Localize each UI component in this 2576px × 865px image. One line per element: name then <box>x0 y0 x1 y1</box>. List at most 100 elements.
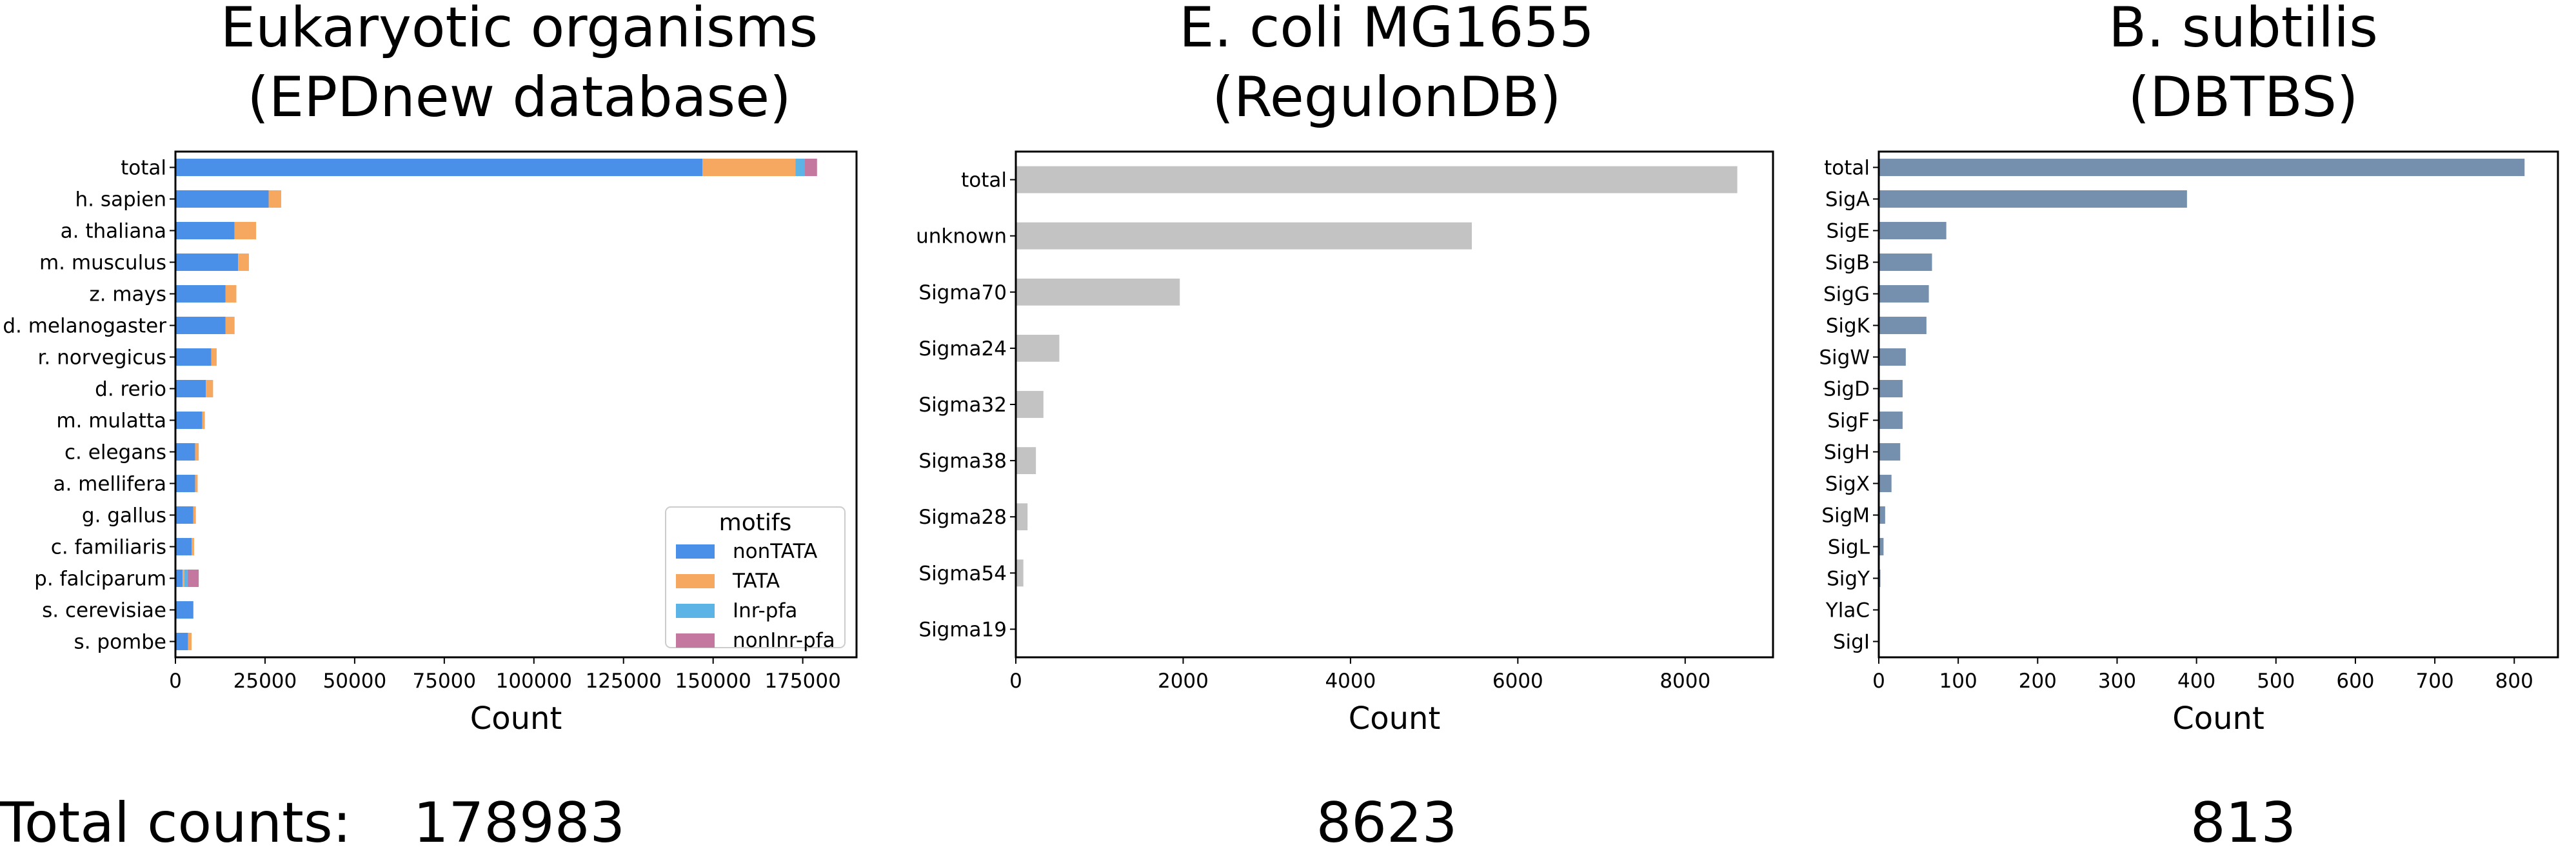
bar-segment <box>206 380 213 397</box>
chart-title-line: B. subtilis <box>2108 0 2378 60</box>
x-tick-label: 75000 <box>413 670 477 693</box>
bar-segment <box>804 159 817 176</box>
bar-segment <box>225 285 237 303</box>
bar-segment <box>175 538 192 555</box>
bar-segment <box>175 412 203 429</box>
bar-segment <box>175 633 188 650</box>
legend-swatch <box>676 544 715 559</box>
bar-segment <box>188 633 192 650</box>
x-tick-label: 300 <box>2098 670 2136 693</box>
bar <box>1016 166 1738 194</box>
y-tick-label: SigX <box>1825 473 1870 496</box>
x-axis-label: Count <box>470 701 562 737</box>
y-tick-label: Sigma24 <box>918 337 1007 361</box>
chart-title-line: Eukaryotic organisms <box>221 0 818 60</box>
chart-panel-1: Eukaryotic organisms(EPDnew database) tot… <box>3 0 858 737</box>
x-tick-label: 100 <box>1939 670 1977 693</box>
bar-segment <box>175 506 193 524</box>
y-tick-label: total <box>1824 157 1870 180</box>
bar-segment <box>192 538 194 555</box>
y-tick-label: SigG <box>1823 283 1870 306</box>
y-tick-label: SigK <box>1826 315 1870 338</box>
bar <box>1879 380 1903 397</box>
y-tick-label: Sigma32 <box>918 393 1007 417</box>
bar-segment <box>175 254 239 271</box>
plot-frame <box>1878 150 2559 659</box>
bar <box>1016 334 1060 362</box>
bar-segment <box>175 159 703 176</box>
chart-panel-2: E. coli MG1655(RegulonDB) total unknown Sig… <box>916 0 1774 737</box>
x-tick-label: 600 <box>2336 670 2374 693</box>
bar-segment <box>175 348 212 366</box>
legend-entry-label: nonTATA <box>733 540 817 563</box>
y-tick-label: s. pombe <box>74 631 166 654</box>
x-tick-label: 500 <box>2257 670 2295 693</box>
bar-segment <box>795 159 805 176</box>
bar <box>1016 447 1036 475</box>
y-tick-label: m. mulatta <box>56 410 166 433</box>
x-tick-label: 6000 <box>1492 670 1543 693</box>
bar-segment <box>195 475 198 492</box>
x-tick-label: 8000 <box>1660 670 1710 693</box>
y-tick-label: s. cerevisiae <box>42 599 166 622</box>
x-tick-label: 175000 <box>764 670 840 693</box>
x-tick-label: 700 <box>2416 670 2454 693</box>
y-tick-label: r. norvegicus <box>37 346 166 370</box>
y-tick-label: Sigma19 <box>918 618 1007 641</box>
legend-swatch <box>676 574 715 588</box>
y-tick-label: total <box>961 169 1007 192</box>
legend-title: motifs <box>719 510 792 536</box>
x-tick-label: 150000 <box>675 670 751 693</box>
bar-segment <box>238 254 249 271</box>
bar <box>1879 317 1927 334</box>
bar <box>1879 254 1932 271</box>
bar-segment <box>702 159 796 176</box>
x-tick-label: 0 <box>1009 670 1022 693</box>
x-tick-label: 100000 <box>496 670 572 693</box>
bar-segment <box>211 348 217 366</box>
bar <box>1879 285 1929 303</box>
y-tick-label: c. familiaris <box>51 536 166 559</box>
bar-segment <box>234 222 257 239</box>
y-tick-label: a. mellifera <box>53 473 166 496</box>
legend-swatch <box>676 604 715 618</box>
bar <box>1879 506 1885 524</box>
bar <box>1879 348 1906 366</box>
y-tick-label: SigL <box>1828 536 1870 559</box>
y-tick-label: Sigma54 <box>918 562 1007 585</box>
total-count-value: 178983 <box>413 791 625 855</box>
legend-entry-label: nonInr-pfa <box>733 629 835 652</box>
y-tick-label: c. elegans <box>64 441 166 464</box>
bar <box>1016 503 1028 531</box>
x-axis-label: Count <box>1349 701 1441 737</box>
chart-title-line: E. coli MG1655 <box>1179 0 1594 60</box>
y-tick-label: SigD <box>1823 378 1870 401</box>
plot-frame <box>1015 150 1774 659</box>
x-tick-label: 200 <box>2019 670 2057 693</box>
y-tick-label: g. gallus <box>82 504 166 528</box>
x-axis-label: Count <box>2172 701 2264 737</box>
chart-panel-3: B. subtilis(DBTBS) total SigA SigE SigB SigG S… <box>1819 0 2559 737</box>
x-tick-label: 25000 <box>233 670 297 693</box>
y-tick-label: SigE <box>1826 220 1870 243</box>
bar-segment <box>175 380 206 397</box>
y-tick-label: h. sapien <box>75 188 166 212</box>
bar-segment <box>175 475 195 492</box>
bar <box>1879 538 1884 555</box>
x-tick-label: 2000 <box>1158 670 1209 693</box>
bar <box>1879 222 1947 239</box>
bar <box>1879 443 1901 461</box>
bar-segment <box>175 317 226 334</box>
bar-segment <box>175 190 269 208</box>
y-tick-label: Sigma70 <box>918 281 1007 304</box>
y-tick-label: SigI <box>1833 631 1870 654</box>
y-tick-label: total <box>121 157 166 180</box>
bar <box>1879 159 2525 176</box>
bar-segment <box>195 443 199 461</box>
y-tick-label: Sigma28 <box>918 506 1007 529</box>
y-tick-label: SigW <box>1819 346 1870 370</box>
total-counts-label: Total counts: <box>0 791 352 855</box>
legend-swatch <box>676 633 715 648</box>
x-tick-label: 4000 <box>1325 670 1376 693</box>
